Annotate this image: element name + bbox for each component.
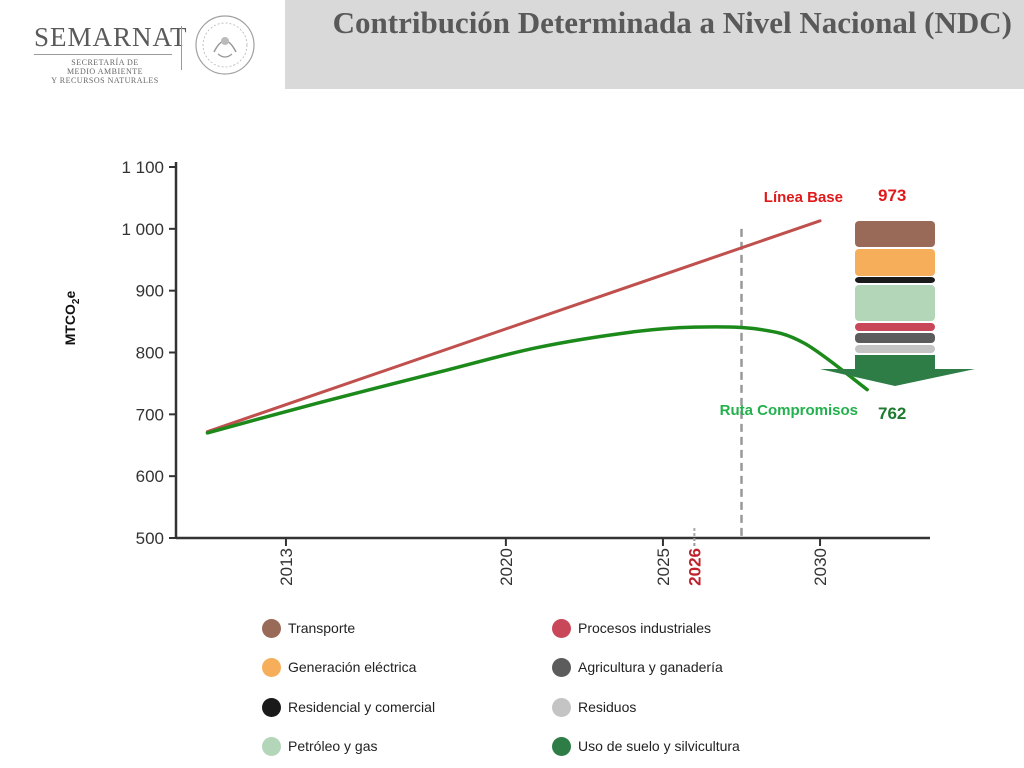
stack-block <box>855 323 935 331</box>
y-tick-label: 800 <box>136 344 164 363</box>
logo-wordmark: SEMARNAT <box>34 22 188 52</box>
logo-rule <box>34 54 172 55</box>
stack-block <box>855 221 935 247</box>
x-tick-label: 2013 <box>277 548 296 586</box>
axes <box>169 162 930 546</box>
x-tick-label: 2026 <box>685 548 704 586</box>
logo-divider <box>181 26 182 70</box>
commitment-value: 762 <box>878 404 906 423</box>
page-title: Contribución Determinada a Nivel Naciona… <box>332 5 1012 40</box>
stack-block <box>855 345 935 353</box>
x-tick-label: 2025 <box>654 548 673 586</box>
logo-sub-line-3: Y RECURSOS NATURALES <box>51 76 159 85</box>
commitment-series-line <box>205 325 869 435</box>
stack-block <box>855 333 935 343</box>
tick-labels: 500 600 700 800 900 1 000 1 100 2013 2020 2025 202… <box>121 158 830 586</box>
baseline-value: 973 <box>878 186 906 205</box>
x-tick-label: 2030 <box>811 548 830 586</box>
commitment-label: Ruta Compromisos <box>720 402 858 419</box>
stack-block <box>855 249 935 276</box>
baseline-series-line <box>205 219 822 434</box>
logo-subtitle: SECRETARÍA DE MEDIO AMBIENTE Y RECURSOS … <box>34 58 176 85</box>
y-tick-label: 1 100 <box>121 158 164 177</box>
annotations: Línea Base 973 Ruta Compromisos 762 <box>720 186 907 423</box>
y-tick-label: 900 <box>136 282 164 301</box>
series-lines <box>205 219 869 435</box>
national-seal-icon <box>195 15 255 75</box>
y-tick-label: 600 <box>136 467 164 486</box>
semarnat-logo: SEMARNAT SECRETARÍA DE MEDIO AMBIENTE Y … <box>34 22 188 85</box>
title-band: Contribución Determinada a Nivel Naciona… <box>285 0 1024 89</box>
sector-stack <box>820 221 975 386</box>
logo-sub-line-1: SECRETARÍA DE <box>71 58 139 67</box>
y-tick-label: 1 000 <box>121 220 164 239</box>
stack-block <box>855 285 935 321</box>
logo-sub-line-2: MEDIO AMBIENTE <box>66 67 144 76</box>
stack-block <box>855 277 935 283</box>
stack-arrow-body <box>855 355 935 369</box>
y-tick-label: 700 <box>136 405 164 424</box>
baseline-label: Línea Base <box>764 189 843 206</box>
stack-arrow-head <box>820 369 975 386</box>
y-tick-label: 500 <box>136 529 164 548</box>
x-tick-label: 2020 <box>497 548 516 586</box>
